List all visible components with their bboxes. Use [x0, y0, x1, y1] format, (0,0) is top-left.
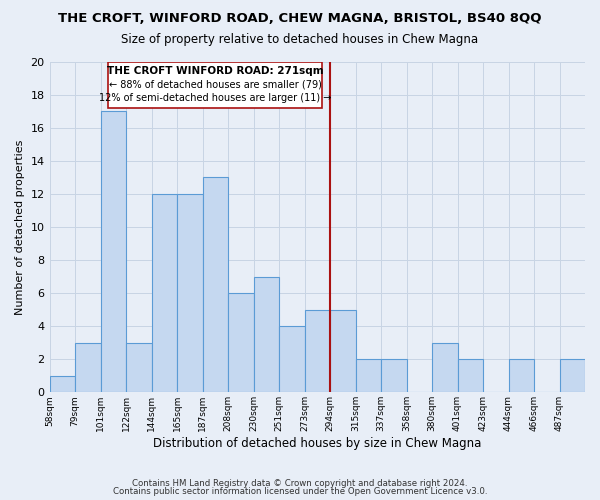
Bar [126, 342, 152, 392]
Text: 12% of semi-detached houses are larger (11) →: 12% of semi-detached houses are larger (… [99, 93, 331, 103]
Bar [432, 342, 458, 392]
FancyBboxPatch shape [108, 62, 322, 108]
Bar [177, 194, 203, 392]
X-axis label: Distribution of detached houses by size in Chew Magna: Distribution of detached houses by size … [153, 437, 481, 450]
Bar [203, 178, 228, 392]
Bar [330, 310, 356, 392]
Bar [305, 310, 330, 392]
Text: Contains HM Land Registry data © Crown copyright and database right 2024.: Contains HM Land Registry data © Crown c… [132, 478, 468, 488]
Bar [75, 342, 101, 392]
Bar [101, 111, 126, 392]
Bar [279, 326, 305, 392]
Bar [381, 359, 407, 392]
Text: THE CROFT, WINFORD ROAD, CHEW MAGNA, BRISTOL, BS40 8QQ: THE CROFT, WINFORD ROAD, CHEW MAGNA, BRI… [58, 12, 542, 26]
Text: THE CROFT WINFORD ROAD: 271sqm: THE CROFT WINFORD ROAD: 271sqm [107, 66, 323, 76]
Bar [509, 359, 534, 392]
Bar [356, 359, 381, 392]
Bar [50, 376, 75, 392]
Bar [254, 276, 279, 392]
Text: ← 88% of detached houses are smaller (79): ← 88% of detached houses are smaller (79… [109, 80, 322, 90]
Bar [152, 194, 177, 392]
Y-axis label: Number of detached properties: Number of detached properties [15, 139, 25, 314]
Bar [228, 293, 254, 392]
Bar [458, 359, 483, 392]
Text: Contains public sector information licensed under the Open Government Licence v3: Contains public sector information licen… [113, 487, 487, 496]
Bar [560, 359, 585, 392]
Text: Size of property relative to detached houses in Chew Magna: Size of property relative to detached ho… [121, 32, 479, 46]
